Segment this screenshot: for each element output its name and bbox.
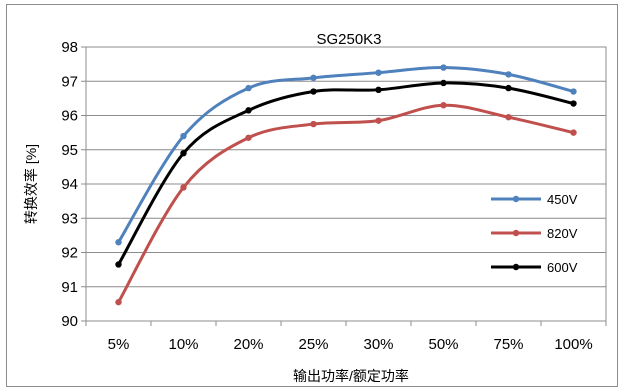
series-line — [117, 81, 574, 266]
chart-title: SG250K3 — [316, 31, 381, 48]
series-lines — [115, 64, 577, 306]
legend-marker — [512, 195, 520, 203]
legend-label: 450V — [547, 192, 578, 207]
data-point — [115, 298, 122, 306]
x-axis-label: 输出功率/额定功率 — [293, 368, 409, 384]
chart-frame: SG250K3 90 91 92 93 94 95 96 97 98 5% 10% 20% 25% 30… — [6, 4, 618, 387]
y-tick-label: 90 — [61, 313, 78, 330]
data-point — [505, 71, 512, 78]
legend-item: 600V — [491, 260, 578, 275]
series-line — [117, 66, 574, 244]
data-point — [180, 132, 187, 140]
x-tick-label: 25% — [298, 336, 328, 353]
data-point — [245, 134, 252, 141]
y-axis-label: 转换效率 [%] — [23, 144, 39, 224]
series-line — [117, 103, 574, 303]
legend-item: 450V — [491, 192, 578, 207]
legend-marker — [512, 229, 520, 237]
y-tick-label: 97 — [61, 73, 78, 90]
x-tick-label: 20% — [233, 336, 263, 353]
data-point — [505, 114, 512, 121]
x-tick-label: 75% — [493, 336, 523, 353]
data-point — [375, 86, 382, 94]
data-point — [245, 84, 252, 92]
x-tick-label: 100% — [554, 336, 592, 353]
legend-item: 820V — [491, 226, 578, 241]
series-820V — [115, 102, 577, 306]
data-point — [375, 117, 382, 124]
x-tick-label: 50% — [428, 336, 458, 353]
series-450V — [115, 64, 577, 246]
data-point — [115, 239, 122, 246]
x-tick-label: 5% — [108, 336, 130, 353]
data-point — [245, 107, 252, 114]
data-point — [570, 129, 577, 136]
y-tick-label: 94 — [61, 176, 78, 193]
y-tick-label: 96 — [61, 108, 78, 125]
series-600V — [115, 79, 577, 268]
data-point — [310, 120, 317, 128]
data-point — [115, 261, 122, 268]
data-point — [310, 88, 317, 95]
y-tick-label: 91 — [61, 279, 78, 296]
legend-label: 600V — [547, 260, 578, 275]
y-tick-label: 98 — [61, 39, 78, 56]
x-tick-label: 30% — [363, 336, 393, 353]
efficiency-line-chart: SG250K3 90 91 92 93 94 95 96 97 98 5% 10% 20% 25% 30… — [23, 31, 607, 384]
data-point — [440, 79, 447, 87]
data-point — [180, 149, 187, 157]
y-tick-label: 95 — [61, 142, 78, 159]
data-point — [310, 74, 317, 82]
legend-marker — [512, 263, 520, 271]
x-tick-label: 10% — [168, 336, 198, 353]
data-point — [505, 84, 512, 92]
data-point — [570, 100, 577, 107]
y-tick-label: 92 — [61, 245, 78, 262]
legend-label: 820V — [547, 226, 578, 241]
y-axis-ticks: 90 91 92 93 94 95 96 97 98 — [61, 39, 86, 330]
data-point — [375, 69, 382, 76]
y-tick-label: 93 — [61, 210, 78, 227]
data-point — [440, 64, 447, 71]
data-point — [570, 88, 577, 95]
legend: 450V 820V 600V — [491, 192, 578, 275]
x-axis-ticks: 5% 10% 20% 25% 30% 50% 75% 100% — [85, 321, 607, 353]
data-point — [440, 102, 447, 109]
data-point — [180, 184, 187, 191]
